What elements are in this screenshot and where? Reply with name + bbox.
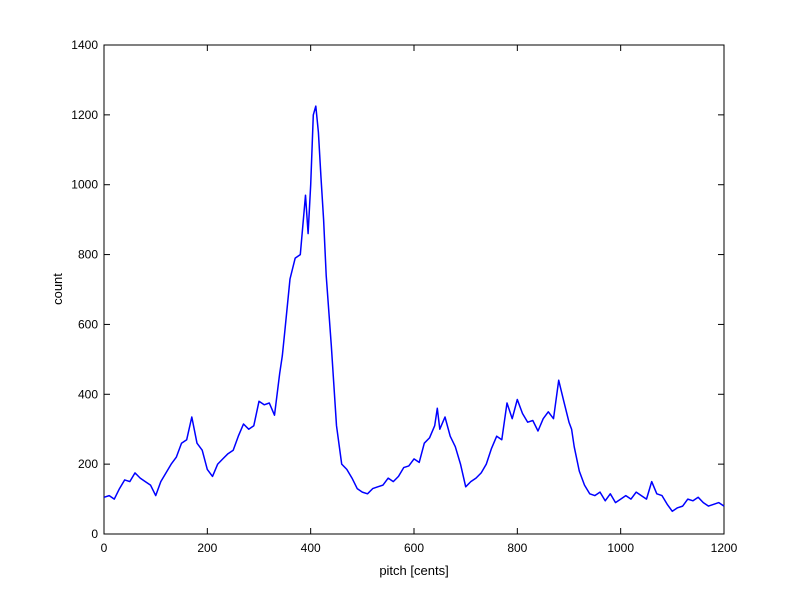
series-layer [103,105,725,513]
y-tick-label: 0 [91,527,98,541]
y-tick-label: 200 [78,457,98,471]
y-tick-label: 600 [78,317,98,331]
x-tick-label: 1200 [711,541,738,555]
y-tick-label: 1200 [71,108,98,122]
y-tick-label: 1000 [71,178,98,192]
y-axis-label: count [50,273,65,305]
x-axis-label: pitch [cents] [379,563,448,578]
x-tick-label: 200 [197,541,217,555]
x-tick-label: 1000 [607,541,634,555]
x-tick-label: 400 [301,541,321,555]
series-line [103,105,725,513]
x-tick-label: 800 [507,541,527,555]
x-tick-label: 600 [404,541,424,555]
x-tick-label: 0 [101,541,108,555]
axis-ticks: 0 200 400 600 800 1000 1200 0 200 400 600 800 1000 12… [71,38,737,555]
y-tick-label: 400 [78,387,98,401]
y-tick-label: 800 [78,248,98,262]
y-tick-label: 1400 [71,38,98,52]
plot-frame [103,44,725,535]
